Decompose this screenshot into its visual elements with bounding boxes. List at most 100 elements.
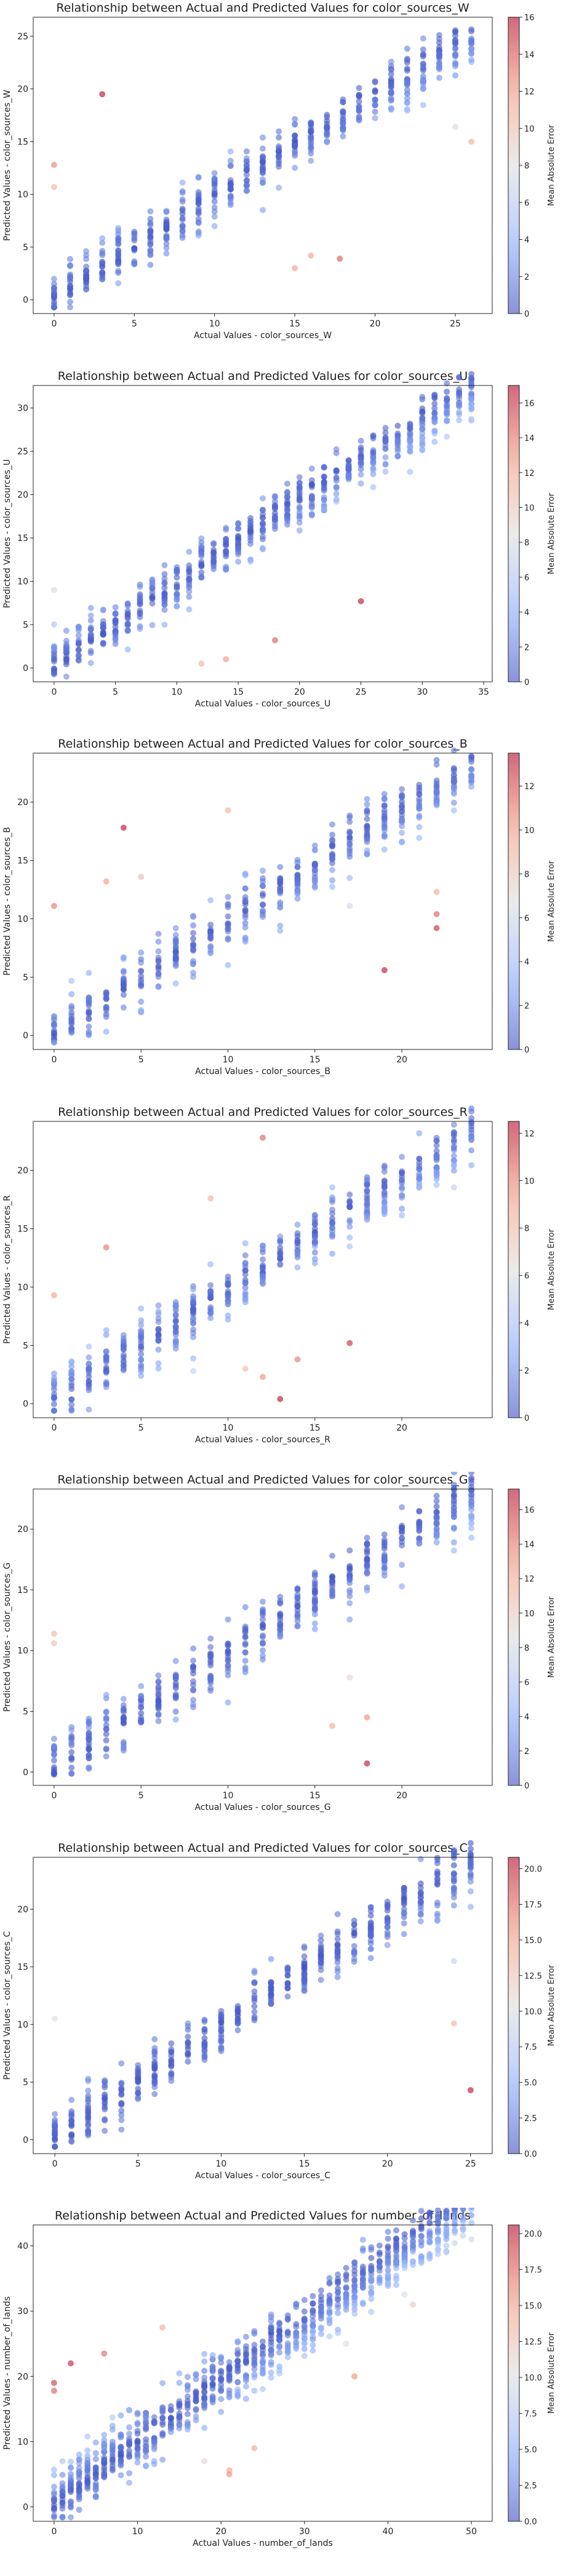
data-point	[99, 91, 106, 98]
data-point	[198, 574, 205, 580]
data-point	[276, 2344, 283, 2350]
data-point	[68, 1029, 75, 1036]
data-point	[247, 519, 254, 526]
x-tick-label: 5	[138, 1791, 144, 1801]
data-point	[433, 1520, 440, 1527]
colorbar	[508, 1121, 520, 1418]
data-point	[468, 138, 475, 145]
data-point	[468, 1535, 475, 1541]
data-point	[351, 2294, 358, 2301]
data-point	[268, 1978, 274, 1985]
data-point	[450, 1472, 457, 1476]
data-point	[329, 821, 335, 828]
data-point	[218, 2396, 225, 2403]
data-point	[416, 1507, 423, 1514]
data-point	[102, 2091, 108, 2098]
data-point	[85, 2098, 92, 2105]
data-point	[76, 2481, 82, 2487]
data-point	[155, 1346, 162, 1353]
data-point	[207, 1281, 214, 1288]
data-point	[260, 2359, 266, 2366]
data-point	[138, 874, 145, 880]
data-point	[151, 2044, 158, 2051]
data-point	[329, 1723, 335, 1729]
data-point	[277, 1396, 284, 1402]
x-tick-label: 15	[289, 319, 300, 329]
data-point	[185, 2039, 191, 2045]
data-point	[225, 1657, 231, 1664]
data-point	[242, 1259, 249, 1266]
data-point	[50, 1039, 57, 1046]
data-point	[161, 571, 168, 577]
data-point	[329, 851, 335, 858]
data-point	[75, 631, 82, 638]
data-point	[399, 1522, 405, 1529]
data-point	[260, 1647, 266, 1654]
data-point	[86, 1008, 92, 1014]
data-point	[468, 1161, 475, 1168]
data-point	[301, 2335, 308, 2342]
y-tick-label: 25	[17, 32, 28, 42]
y-tick-label: 10	[17, 914, 28, 924]
data-point	[126, 2424, 132, 2431]
data-point	[151, 2414, 158, 2420]
data-point	[401, 2264, 408, 2271]
data-point	[184, 2411, 191, 2417]
data-point	[381, 1531, 388, 1538]
data-point	[368, 2296, 375, 2302]
colorbar-label: Mean Absolute Error	[547, 2332, 556, 2414]
data-point	[118, 2412, 124, 2419]
data-point	[357, 444, 364, 451]
data-point	[401, 1920, 407, 1926]
data-point	[172, 1671, 179, 1678]
data-point	[385, 2235, 391, 2242]
data-point	[346, 1243, 353, 1249]
data-point	[103, 1378, 110, 1385]
data-point	[242, 924, 249, 931]
data-point	[401, 2235, 408, 2242]
data-point	[227, 202, 234, 208]
data-point	[468, 415, 475, 422]
data-point	[268, 2317, 274, 2324]
data-point	[190, 1701, 196, 1708]
data-point	[172, 925, 179, 931]
x-tick-label: 10	[171, 687, 182, 697]
data-point	[384, 1924, 391, 1930]
data-point	[92, 2492, 99, 2499]
data-point	[460, 2208, 466, 2212]
data-point	[103, 1715, 110, 1721]
data-point	[443, 2227, 450, 2234]
data-point	[118, 2085, 125, 2092]
data-point	[467, 1871, 474, 1878]
data-point	[416, 799, 423, 805]
data-point	[276, 2337, 283, 2344]
data-point	[271, 514, 278, 521]
data-point	[399, 1504, 405, 1511]
data-point	[356, 98, 362, 105]
data-point	[138, 1317, 145, 1324]
data-point	[242, 938, 249, 945]
colorbar-tick-label: 0	[524, 1782, 529, 1791]
data-point	[155, 1699, 162, 1705]
data-point	[346, 1579, 353, 1586]
data-point	[308, 494, 315, 500]
data-point	[68, 2503, 74, 2510]
colorbar-tick-label: 2	[524, 1366, 529, 1375]
data-point	[207, 947, 214, 954]
data-point	[190, 961, 196, 968]
data-point	[235, 540, 242, 547]
data-point	[226, 2387, 233, 2393]
data-point	[120, 986, 127, 993]
colorbar-tick-label: 2	[524, 643, 529, 652]
data-point	[86, 1764, 92, 1771]
data-point	[118, 2431, 124, 2438]
data-point	[416, 1527, 423, 1534]
data-point	[179, 215, 186, 221]
data-point	[120, 955, 127, 962]
plot-frame	[33, 1488, 493, 1786]
data-point	[138, 981, 145, 988]
data-point	[50, 1383, 57, 1389]
data-point	[151, 2084, 158, 2090]
data-point	[370, 484, 377, 490]
data-point	[100, 606, 106, 613]
